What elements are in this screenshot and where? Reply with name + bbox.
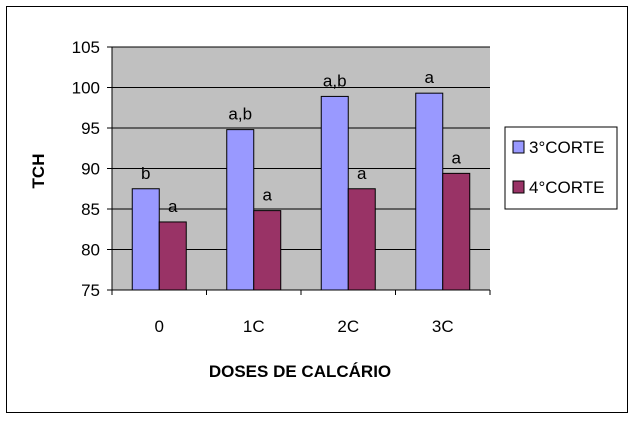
x-tick-label: 1C	[243, 317, 265, 336]
bar-annotation: a	[357, 164, 367, 183]
y-tick-label: 95	[81, 119, 100, 138]
y-tick-label: 90	[81, 160, 100, 179]
y-tick-label: 105	[72, 38, 100, 57]
bar-4corte-0	[158, 221, 187, 291]
bar-annotation: a	[263, 186, 273, 205]
bar-annotation: b	[141, 164, 150, 183]
bar-3corte-2C	[320, 95, 349, 291]
bar-4corte-3C	[442, 172, 471, 291]
bar-annotation: a	[452, 148, 462, 167]
bar-annotation: a	[168, 197, 178, 216]
bar-3corte-3C	[415, 92, 444, 291]
x-axis-title: DOSES DE CALCÁRIO	[209, 362, 391, 381]
x-tick-label: 2C	[337, 317, 359, 336]
legend-swatch-3corte	[512, 140, 525, 154]
bar-annotation: a,b	[323, 71, 347, 90]
y-tick-label: 75	[81, 281, 100, 300]
x-tick-labels: 0 1C 2C 3C	[155, 317, 454, 336]
bar-3corte-1C	[226, 129, 255, 291]
legend: 3°CORTE 4°CORTE	[504, 126, 618, 210]
x-tick-label: 0	[155, 317, 164, 336]
bar-4corte-1C	[253, 210, 282, 291]
bar-3corte-0	[131, 188, 160, 291]
legend-swatch-4corte	[512, 180, 525, 194]
legend-label-3corte: 3°CORTE	[529, 138, 604, 157]
y-tick-labels: 75 80 85 90 95 100 105	[72, 38, 100, 300]
x-tick-label: 3C	[432, 317, 454, 336]
bar-annotation: a	[425, 68, 435, 87]
y-tick-label: 85	[81, 200, 100, 219]
axes	[107, 46, 491, 295]
bar-annotation: a,b	[228, 105, 252, 124]
y-tick-label: 100	[72, 79, 100, 98]
y-axis-title: TCH	[29, 154, 48, 189]
legend-label-4corte: 4°CORTE	[529, 178, 604, 197]
bar-4corte-2C	[347, 188, 376, 291]
y-tick-label: 80	[81, 241, 100, 260]
